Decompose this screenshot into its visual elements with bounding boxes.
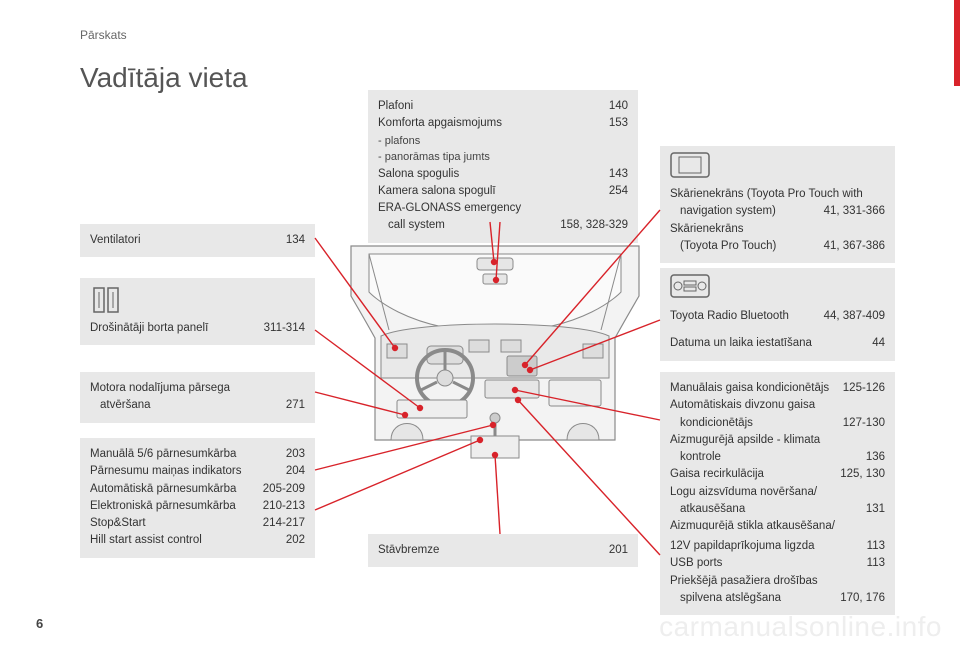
red-accent-bar	[954, 0, 960, 86]
clim-r2b-label: kondicionētājs	[670, 415, 831, 432]
dashboard-diagram	[345, 240, 645, 465]
sock-r1-page: 113	[867, 538, 885, 555]
gear-r1-label: Manuālā 5/6 pārnesumkārba	[90, 446, 274, 463]
gear-r3-page: 205-209	[263, 481, 305, 498]
clim-r3a: Aizmugurējā apsilde - klimata	[670, 432, 885, 449]
top-r1-label: Plafoni	[378, 98, 597, 115]
box-overhead: Plafoni 140 Komforta apgaismojums 153 - pl…	[368, 90, 638, 243]
gear-r5-page: 214-217	[263, 515, 305, 532]
radio-r1-label: Toyota Radio Bluetooth	[670, 308, 812, 325]
top-r3-label: Salona spogulis	[378, 166, 597, 183]
top-r4-label: Kamera salona spogulī	[378, 183, 597, 200]
top-r4-page: 254	[609, 183, 628, 200]
clim-r3b-page: 136	[866, 449, 885, 466]
clim-r3b-label: kontrole	[670, 449, 854, 466]
sock-r3a: Priekšējā pasažiera drošības	[670, 573, 885, 590]
top-r2b: - panorāmas tipa jumts	[378, 149, 628, 166]
touchscreen-icon	[670, 152, 710, 178]
fuse-label: Drošinātāji borta panelī	[90, 320, 252, 337]
clim-r5b-page: 131	[866, 501, 885, 518]
touch-r2a: Skārienekrāns	[670, 221, 885, 238]
clim-r4-page: 125, 130	[840, 466, 885, 483]
page-number: 6	[36, 616, 43, 631]
watermark: carmanualsonline.info	[659, 611, 942, 643]
radio-r2-page: 44	[872, 335, 885, 352]
hood-label1: Motora nodalījuma pārsega	[90, 380, 305, 397]
vent-page: 134	[286, 232, 305, 249]
top-r2-page: 153	[609, 115, 628, 132]
gear-r2-label: Pārnesumu maiņas indikators	[90, 463, 274, 480]
gear-r4-label: Elektroniskā pārnesumkārba	[90, 498, 251, 515]
touch-r2b-page: 41, 367-386	[824, 238, 885, 255]
clim-r5a: Logu aizsvīduma novēršana/	[670, 484, 885, 501]
box-sockets: 12V papildaprīkojuma ligzda 113 USB ports…	[660, 530, 895, 615]
box-parking-brake: Stāvbremze 201	[368, 534, 638, 567]
hood-label2: atvēršana	[90, 397, 274, 414]
touch-r2b-label: (Toyota Pro Touch)	[670, 238, 812, 255]
gear-r6-label: Hill start assist control	[90, 532, 274, 549]
top-r3-page: 143	[609, 166, 628, 183]
touch-r1b-page: 41, 331-366	[824, 203, 885, 220]
clim-r5b-label: atkausēšana	[670, 501, 854, 518]
radio-r2-label: Datuma un laika iestatīšana	[670, 335, 860, 352]
sock-r3b-page: 170, 176	[840, 590, 885, 607]
section-header: Pārskats	[80, 28, 127, 42]
vent-label: Ventilatori	[90, 232, 274, 249]
box-hood: Motora nodalījuma pārsega atvēršana 271	[80, 372, 315, 423]
clim-r4-label: Gaisa recirkulācija	[670, 466, 828, 483]
fuse-icon	[90, 284, 122, 316]
top-r5b-label: call system	[378, 217, 548, 234]
hood-page: 271	[286, 397, 305, 414]
sock-r2-label: USB ports	[670, 555, 855, 572]
touch-r1a: Skārienekrāns (Toyota Pro Touch with	[670, 186, 885, 203]
page-title: Vadītāja vieta	[80, 62, 248, 94]
clim-r1-page: 125-126	[843, 380, 885, 397]
top-r1-page: 140	[609, 98, 628, 115]
radio-icon	[670, 274, 710, 298]
top-r5a: ERA-GLONASS emergency	[378, 200, 628, 217]
gear-r3-label: Automātiskā pārnesumkārba	[90, 481, 251, 498]
radio-r1-page: 44, 387-409	[824, 308, 885, 325]
page: Pārskats Vadītāja vieta 6 carmanualsonli…	[0, 0, 960, 649]
box-gearbox: Manuālā 5/6 pārnesumkārba 203 Pārnesumu m…	[80, 438, 315, 558]
sock-r3b-label: spilvena atslēgšana	[670, 590, 828, 607]
box-ventilators: Ventilatori 134	[80, 224, 315, 257]
gear-r1-page: 203	[286, 446, 305, 463]
gear-r2-page: 204	[286, 463, 305, 480]
gear-r5-label: Stop&Start	[90, 515, 251, 532]
touch-r1b-label: navigation system)	[670, 203, 812, 220]
top-r2-label: Komforta apgaismojums	[378, 115, 597, 132]
clim-r2a: Automātiskais divzonu gaisa	[670, 397, 885, 414]
top-r5b-page: 158, 328-329	[560, 217, 628, 234]
box-fuses: Drošinātāji borta panelī 311-314	[80, 278, 315, 345]
fuse-page: 311-314	[264, 320, 305, 337]
box-radio: Toyota Radio Bluetooth 44, 387-409 Datuma…	[660, 268, 895, 361]
clim-r1-label: Manuālais gaisa kondicionētājs	[670, 380, 831, 397]
park-page: 201	[609, 542, 628, 559]
top-r2a: - plafons	[378, 133, 628, 150]
sock-r2-page: 113	[867, 555, 885, 572]
park-label: Stāvbremze	[378, 542, 597, 559]
gear-r6-page: 202	[286, 532, 305, 549]
gear-r4-page: 210-213	[263, 498, 305, 515]
sock-r1-label: 12V papildaprīkojuma ligzda	[670, 538, 855, 555]
clim-r2b-page: 127-130	[843, 415, 885, 432]
box-touchscreen: Skārienekrāns (Toyota Pro Touch with nav…	[660, 146, 895, 263]
